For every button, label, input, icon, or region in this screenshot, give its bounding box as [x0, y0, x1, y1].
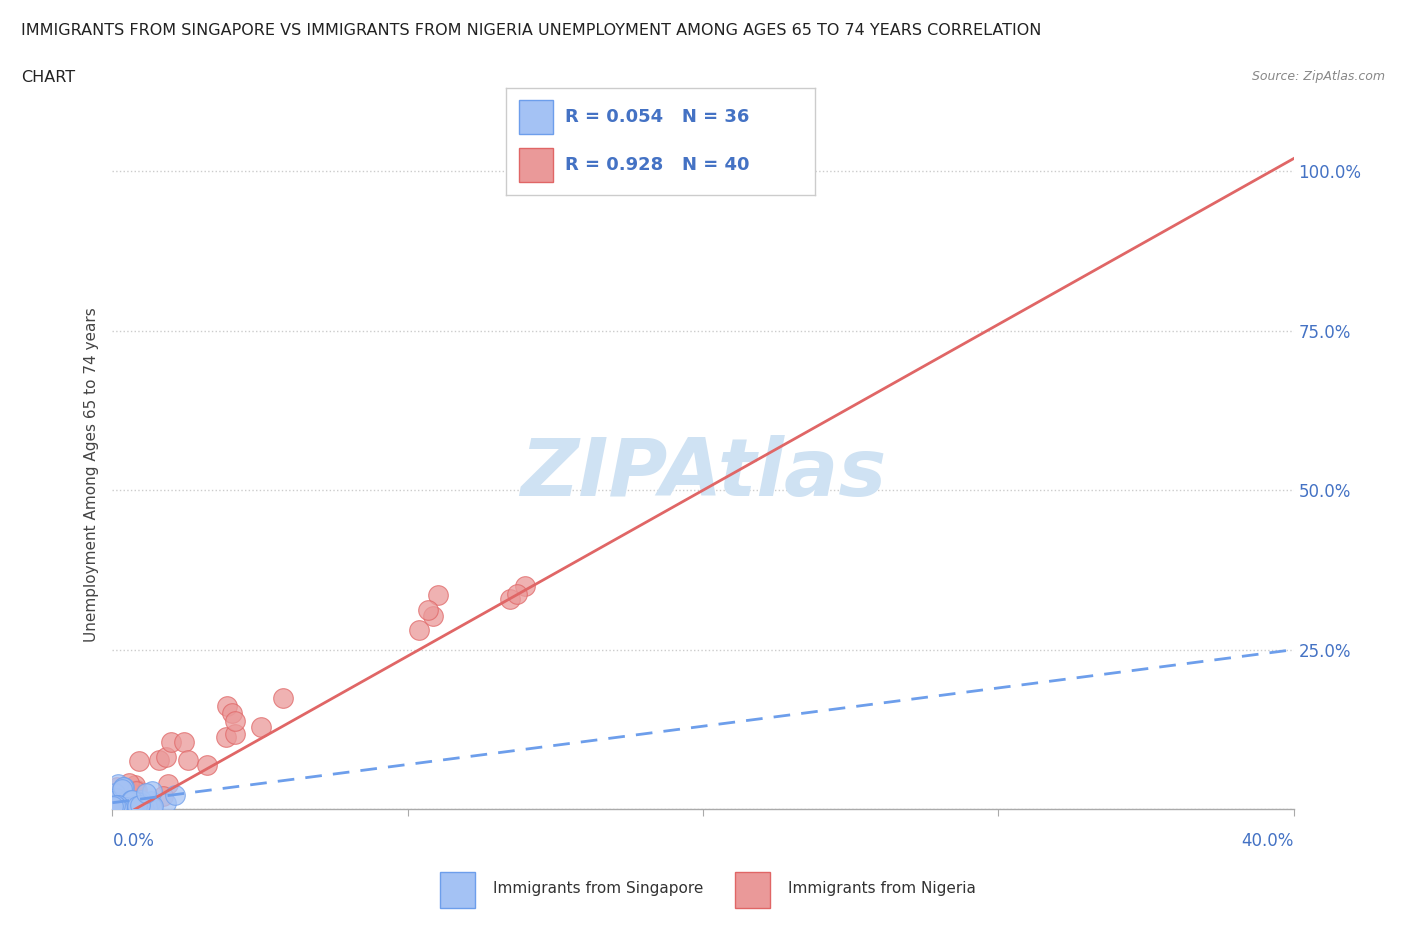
Point — [105, 779, 128, 794]
Point — [195, 758, 218, 773]
Point — [129, 796, 152, 811]
Point — [107, 797, 129, 812]
Point — [128, 794, 150, 809]
Bar — [519, 100, 553, 134]
Point — [221, 706, 243, 721]
Point — [112, 779, 135, 794]
Point — [104, 786, 127, 801]
Point — [128, 798, 150, 813]
Point — [103, 799, 125, 814]
Point — [499, 591, 522, 606]
Point — [122, 798, 145, 813]
Text: R = 0.054   N = 36: R = 0.054 N = 36 — [565, 108, 749, 126]
Point — [121, 795, 143, 810]
Point — [103, 802, 125, 817]
Point — [105, 790, 128, 805]
Y-axis label: Unemployment Among Ages 65 to 74 years: Unemployment Among Ages 65 to 74 years — [83, 307, 98, 642]
Point — [224, 713, 246, 728]
Point — [107, 800, 129, 815]
Point — [141, 784, 163, 799]
Point — [142, 799, 165, 814]
Text: Source: ZipAtlas.com: Source: ZipAtlas.com — [1251, 70, 1385, 83]
Point — [173, 735, 195, 750]
Point — [215, 729, 238, 744]
Point — [217, 698, 239, 713]
Point — [132, 802, 155, 817]
Point — [128, 753, 150, 768]
Bar — [735, 872, 770, 908]
Point — [141, 793, 163, 808]
Point — [160, 735, 183, 750]
Point — [408, 622, 430, 637]
Point — [177, 753, 200, 768]
Point — [107, 797, 129, 812]
Point — [107, 786, 129, 801]
Point — [105, 788, 128, 803]
Point — [112, 779, 135, 794]
Point — [156, 777, 179, 791]
Point — [115, 800, 138, 815]
Text: CHART: CHART — [21, 70, 75, 85]
Point — [131, 793, 153, 808]
Point — [152, 789, 174, 804]
Point — [107, 777, 129, 791]
Point — [125, 784, 148, 799]
Point — [122, 799, 145, 814]
Point — [120, 792, 142, 807]
Point — [101, 793, 124, 808]
Text: 40.0%: 40.0% — [1241, 832, 1294, 850]
Text: R = 0.928   N = 40: R = 0.928 N = 40 — [565, 156, 749, 174]
Point — [118, 783, 141, 798]
Text: ZIPAtlas: ZIPAtlas — [520, 435, 886, 513]
Point — [515, 578, 537, 593]
Point — [118, 776, 141, 790]
Point — [271, 691, 294, 706]
Point — [427, 588, 450, 603]
Point — [250, 720, 273, 735]
Point — [103, 802, 125, 817]
Bar — [519, 148, 553, 182]
Point — [115, 792, 138, 807]
Point — [104, 790, 127, 805]
Point — [117, 798, 139, 813]
Point — [120, 794, 142, 809]
Bar — [440, 872, 475, 908]
Text: Immigrants from Nigeria: Immigrants from Nigeria — [787, 881, 976, 896]
Point — [105, 796, 128, 811]
Point — [104, 798, 127, 813]
Point — [105, 786, 128, 801]
Text: 0.0%: 0.0% — [112, 832, 155, 850]
Text: IMMIGRANTS FROM SINGAPORE VS IMMIGRANTS FROM NIGERIA UNEMPLOYMENT AMONG AGES 65 : IMMIGRANTS FROM SINGAPORE VS IMMIGRANTS … — [21, 23, 1042, 38]
Point — [148, 752, 170, 767]
Point — [110, 782, 132, 797]
Point — [114, 794, 136, 809]
Point — [155, 796, 177, 811]
Point — [422, 609, 444, 624]
Point — [135, 785, 157, 800]
Point — [165, 788, 187, 803]
Point — [110, 801, 132, 816]
Point — [124, 777, 146, 792]
Text: Immigrants from Singapore: Immigrants from Singapore — [492, 881, 703, 896]
Point — [125, 799, 148, 814]
Point — [506, 587, 529, 602]
Point — [125, 782, 148, 797]
Point — [121, 792, 143, 807]
Point — [416, 603, 439, 618]
Point — [155, 750, 177, 764]
Point — [125, 799, 148, 814]
Point — [141, 800, 163, 815]
Point — [110, 790, 132, 804]
Point — [128, 801, 150, 816]
Point — [224, 726, 246, 741]
